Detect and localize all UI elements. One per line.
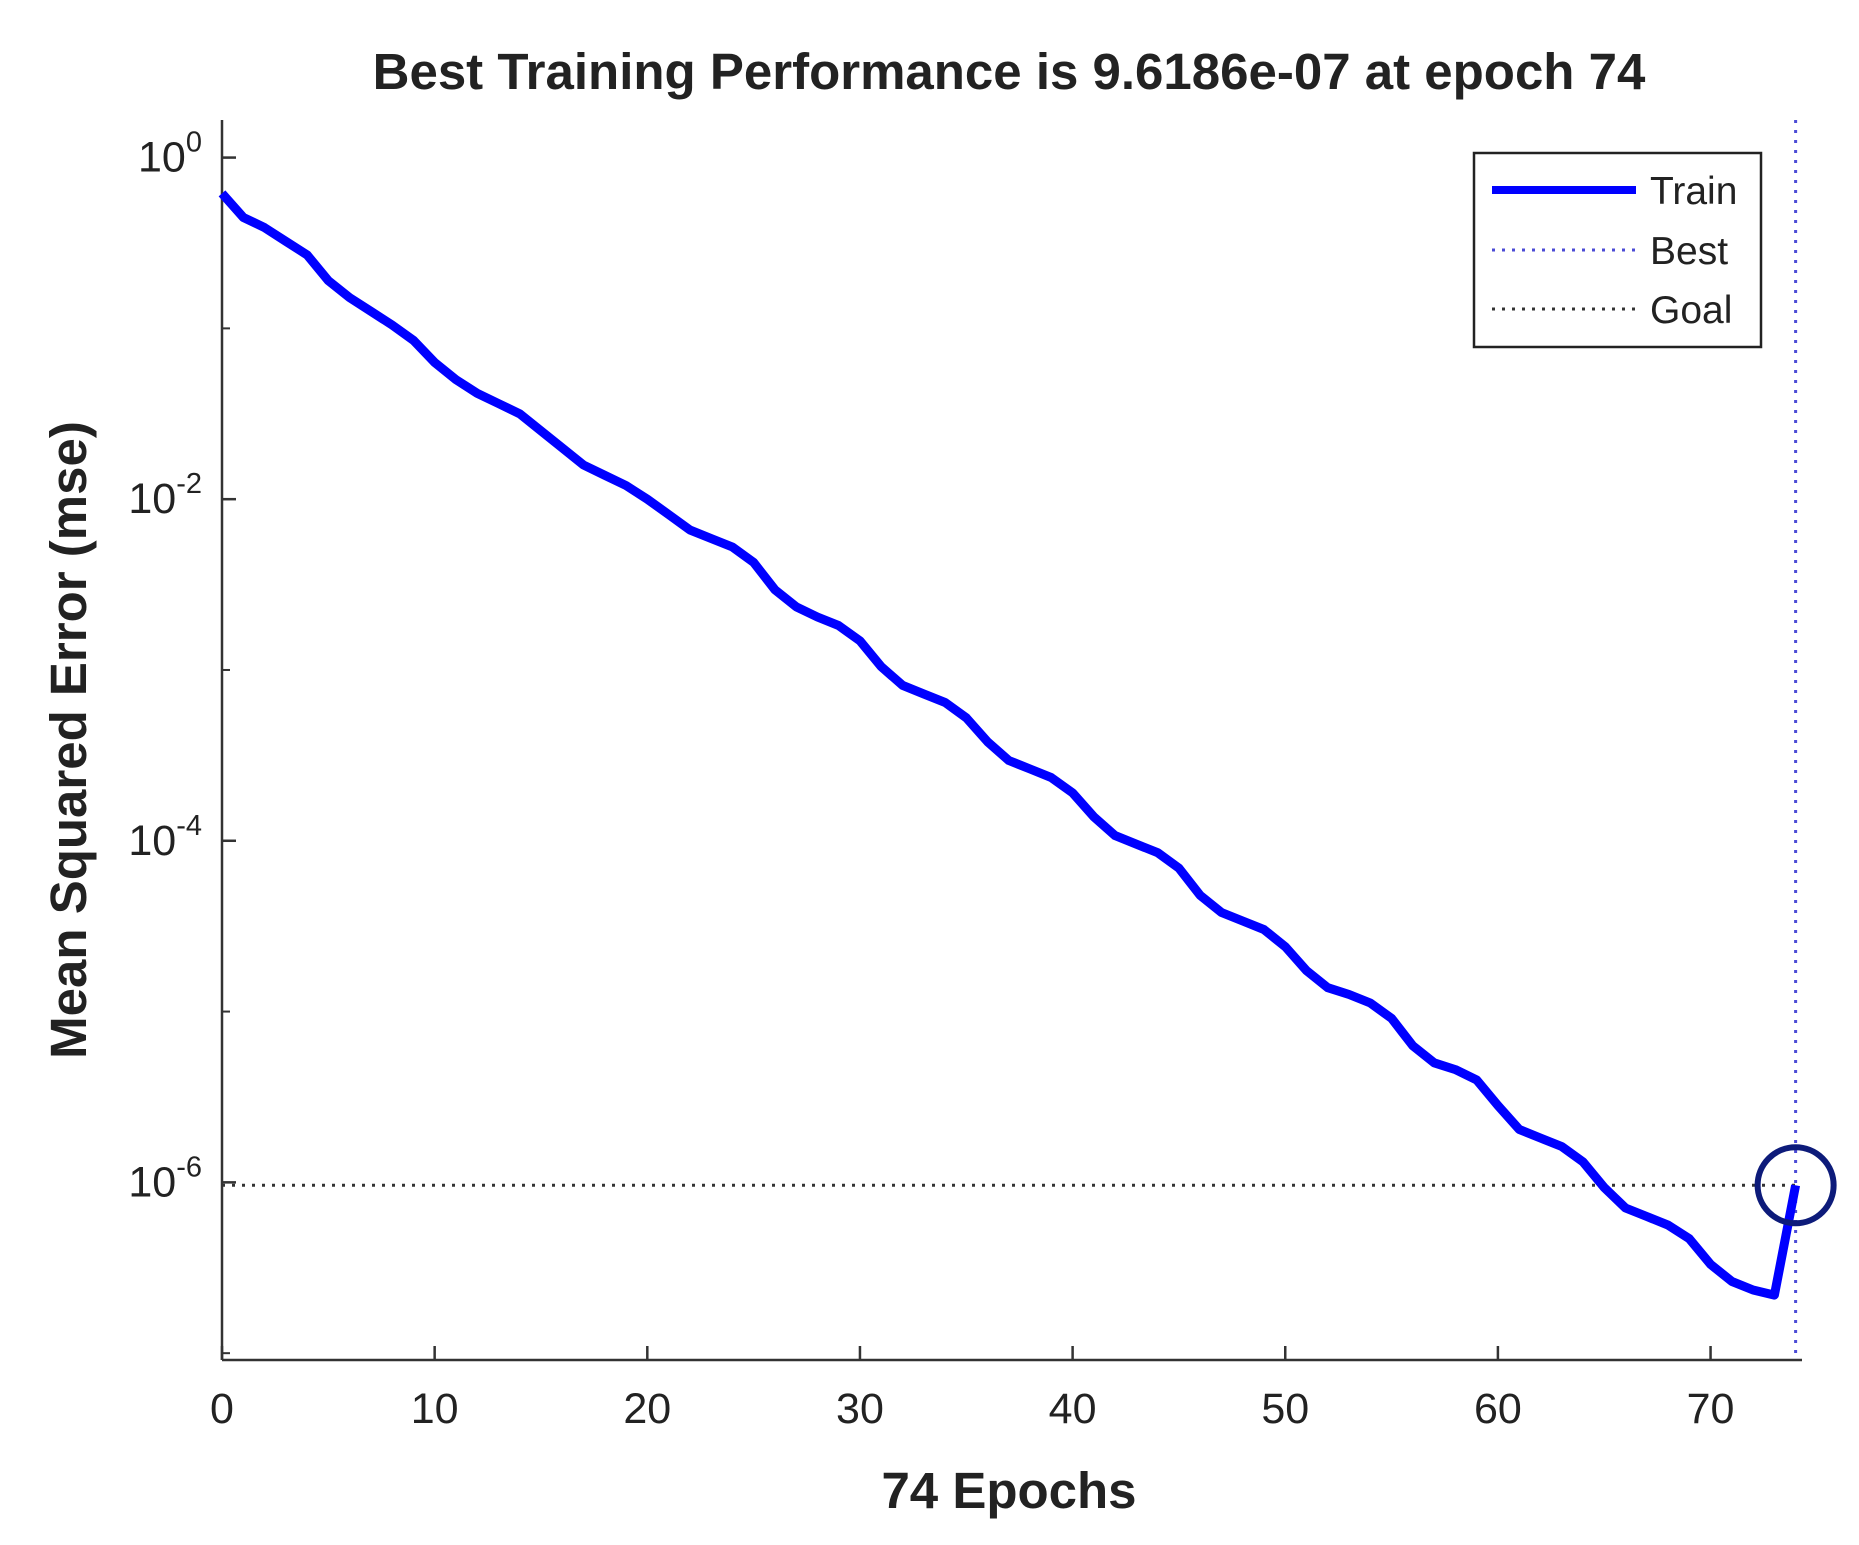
axis-ticks xyxy=(220,156,1712,1360)
x-tick-label: 10 xyxy=(411,1385,459,1433)
y-tick-label: 10-6 xyxy=(128,1151,202,1206)
x-tick-label: 30 xyxy=(836,1385,884,1433)
x-tick-labels: 0 10 20 30 40 50 60 70 xyxy=(210,1385,1734,1433)
y-tick-label: 100 xyxy=(138,127,202,182)
y-tick-label: 10-2 xyxy=(128,468,202,523)
y-tick-label: 10-4 xyxy=(128,810,202,865)
y-tick-labels: 100 10-2 10-4 10-6 xyxy=(128,127,202,1207)
legend-best-label: Best xyxy=(1650,230,1728,273)
legend-train-label: Train xyxy=(1650,170,1737,213)
x-axis-label: 74 Epochs xyxy=(881,1462,1136,1519)
best-point-marker xyxy=(1754,1144,1837,1227)
x-tick-label: 0 xyxy=(210,1385,234,1433)
x-tick-label: 70 xyxy=(1687,1385,1735,1433)
chart-title: Best Training Performance is 9.6186e-07 … xyxy=(373,43,1646,100)
x-tick-label: 40 xyxy=(1049,1385,1097,1433)
y-axis-label: Mean Squared Error (mse) xyxy=(40,421,97,1059)
x-tick-label: 50 xyxy=(1261,1385,1309,1433)
legend-goal-label: Goal xyxy=(1650,289,1732,332)
x-tick-label: 60 xyxy=(1474,1385,1522,1433)
train-series-line xyxy=(218,190,1801,1300)
legend-box xyxy=(1472,151,1763,349)
legend: Train Best Goal xyxy=(1472,151,1763,349)
x-tick-label: 20 xyxy=(623,1385,671,1433)
